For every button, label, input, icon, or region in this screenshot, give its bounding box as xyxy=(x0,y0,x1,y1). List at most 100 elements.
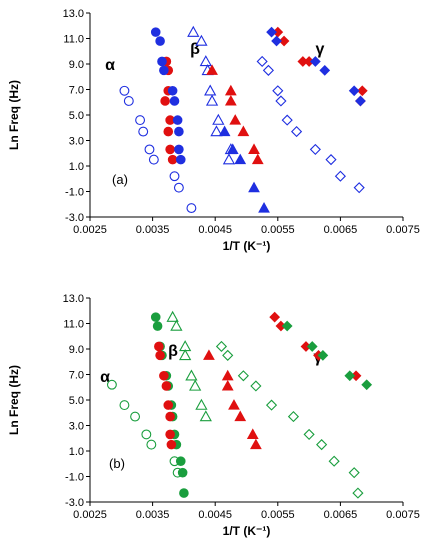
data-point-triangle xyxy=(195,398,208,410)
x-tick-label: 0.0045 xyxy=(198,224,232,236)
data-point-triangle xyxy=(234,153,247,165)
data-point-triangle xyxy=(237,125,250,137)
x-tick-label: 0.0055 xyxy=(261,509,295,521)
series-1f2fe0-triangle-open xyxy=(187,25,237,165)
data-point-triangle xyxy=(221,379,234,391)
data-point-triangle xyxy=(206,64,218,75)
y-tick-label: 11.0 xyxy=(63,34,84,46)
data-point-circle xyxy=(135,115,146,126)
data-point-diamond xyxy=(334,170,346,182)
data-point-diamond xyxy=(319,65,331,76)
data-point-circle xyxy=(138,126,149,137)
y-tick-label: 9.0 xyxy=(69,344,84,356)
data-point-circle xyxy=(146,439,157,450)
data-point-diamond xyxy=(291,125,303,138)
data-point-circle xyxy=(165,144,175,155)
data-point-circle xyxy=(169,96,180,106)
data-point-triangle xyxy=(166,310,179,322)
x-tick-label: 0.0025 xyxy=(73,224,107,236)
y-tick-label: 9.0 xyxy=(69,59,84,71)
data-point-diamond xyxy=(352,487,364,499)
y-tick-label: -1.0 xyxy=(65,187,84,199)
data-point-circle xyxy=(157,56,167,67)
data-point-diamond xyxy=(269,311,281,323)
data-point-circle xyxy=(165,429,175,440)
y-tick-label: 3.0 xyxy=(69,421,84,433)
data-point-diamond xyxy=(361,379,373,391)
data-point-triangle xyxy=(226,143,239,154)
data-point-circle xyxy=(148,154,159,165)
data-point-diamond xyxy=(281,114,293,126)
series-1f2fe0-circle-open xyxy=(119,85,197,214)
data-point-diamond xyxy=(306,341,318,352)
data-point-triangle xyxy=(234,410,247,422)
y-tick-label: -1.0 xyxy=(65,472,84,484)
data-point-diamond xyxy=(317,350,329,361)
data-point-triangle xyxy=(229,114,242,125)
data-point-triangle xyxy=(195,34,208,46)
data-point-diamond xyxy=(250,380,262,392)
data-point-triangle xyxy=(251,153,264,165)
data-point-circle xyxy=(165,411,175,422)
data-point-circle xyxy=(154,341,164,352)
y-tick-label: 1.0 xyxy=(69,446,84,458)
data-point-diamond xyxy=(348,467,360,479)
y-tick-label: -3.0 xyxy=(65,497,84,509)
data-point-circle xyxy=(174,126,184,137)
data-point-circle xyxy=(144,144,155,155)
data-point-circle xyxy=(130,411,141,422)
data-point-triangle xyxy=(170,319,183,331)
data-point-triangle xyxy=(210,125,223,137)
x-tick-label: 0.0035 xyxy=(136,224,170,236)
series-1a9e3e-diamond-filled xyxy=(281,320,373,391)
data-point-triangle xyxy=(199,55,212,67)
panel-label: (a) xyxy=(112,172,128,187)
data-point-circle xyxy=(155,350,165,361)
data-point-diamond xyxy=(355,95,366,107)
data-point-diamond xyxy=(309,56,321,67)
data-point-circle xyxy=(175,154,186,165)
data-point-circle xyxy=(155,36,165,46)
data-point-circle xyxy=(186,203,197,214)
data-point-diamond xyxy=(281,320,293,332)
data-point-circle xyxy=(119,400,130,411)
series-1a9e3e-circle-open xyxy=(106,379,183,478)
y-tick-label: 13.0 xyxy=(63,293,84,305)
beta-label: β xyxy=(168,343,178,360)
data-point-triangle xyxy=(248,143,260,154)
data-point-triangle xyxy=(258,202,270,213)
series-1f2fe0-circle-filled xyxy=(150,27,186,165)
data-point-circle xyxy=(166,439,177,450)
data-point-diamond xyxy=(265,399,278,411)
data-point-diamond xyxy=(344,370,356,382)
series-1a9e3e-triangle-open xyxy=(166,310,212,422)
data-point-diamond xyxy=(237,370,249,382)
data-point-triangle xyxy=(218,125,231,137)
series-e01010-triangle-filled xyxy=(203,349,262,450)
data-point-circle xyxy=(169,171,180,182)
x-tick-label: 0.0045 xyxy=(198,509,232,521)
y-axis-title: Ln Freq (Hz) xyxy=(7,365,21,435)
x-tick-label: 0.0065 xyxy=(324,509,358,521)
data-point-diamond xyxy=(309,143,321,156)
x-axis-title: 1/T (K⁻¹) xyxy=(223,239,271,253)
data-point-diamond xyxy=(303,428,315,441)
data-point-triangle xyxy=(179,349,192,361)
data-point-triangle xyxy=(248,181,260,193)
data-point-circle xyxy=(161,381,172,391)
y-tick-label: 5.0 xyxy=(69,110,84,122)
data-point-triangle xyxy=(224,94,237,106)
data-point-diamond xyxy=(353,182,365,194)
data-point-circle xyxy=(159,65,169,76)
chart-panel-b: -3.0 -1.0 1.0 3.0 5.0 7.0 9.0 11.0 13.0 0.0025 0.0… xyxy=(7,293,420,538)
data-point-triangle xyxy=(246,428,259,439)
series-e01010-triangle-filled xyxy=(206,64,264,165)
data-point-diamond xyxy=(278,35,290,47)
series-1f2fe0-triangle-filled xyxy=(218,125,270,213)
data-point-circle xyxy=(160,96,170,106)
alpha-label: α xyxy=(100,369,110,386)
data-point-diamond xyxy=(215,340,228,353)
data-point-triangle xyxy=(221,369,234,381)
